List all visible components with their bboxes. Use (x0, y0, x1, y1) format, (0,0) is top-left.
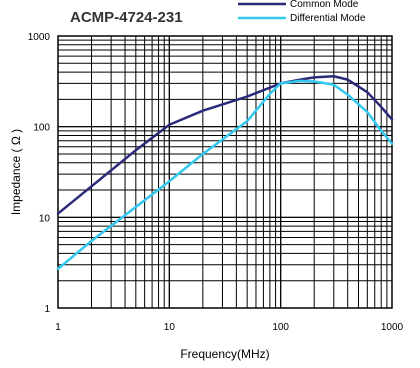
x-tick-label-1: 1 (55, 322, 61, 333)
grid (58, 36, 392, 308)
x-tick-label-10: 10 (164, 322, 176, 333)
x-tick-labels: 1 10 100 1000 (55, 322, 403, 333)
legend: Common Mode Differential Mode (238, 0, 366, 24)
series-layer (56, 74, 394, 271)
x-tick-label-1000: 1000 (381, 322, 404, 333)
plot-frame (57, 35, 393, 309)
y-tick-label-1000: 1000 (28, 32, 51, 43)
y-tick-label-10: 10 (39, 213, 51, 224)
series-line-differential-mode (56, 79, 394, 271)
y-tick-label-100: 100 (33, 123, 50, 134)
legend-label-differential-mode: Differential Mode (290, 13, 366, 24)
y-axis-label: Impedance ( Ω ) (9, 129, 23, 215)
series-line-common-mode (56, 74, 394, 215)
x-axis-label: Frequency(MHz) (180, 347, 269, 361)
x-tick-label-100: 100 (272, 322, 289, 333)
y-tick-labels: 1 10 100 1000 (28, 32, 51, 315)
chart-title: ACMP-4724-231 (70, 9, 183, 26)
y-tick-label-1: 1 (44, 304, 50, 315)
legend-label-common-mode: Common Mode (290, 0, 359, 10)
